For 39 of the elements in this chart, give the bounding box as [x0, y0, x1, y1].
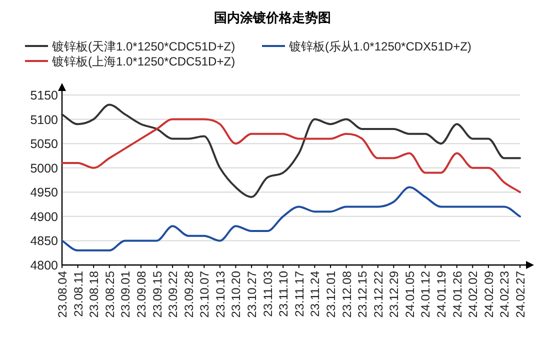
x-tick-label: 24.02.23	[498, 270, 512, 318]
x-tick-label: 24.01.05	[402, 270, 417, 318]
y-tick-label: 4950	[30, 186, 58, 200]
x-tick-label: 24.01.12	[418, 270, 433, 318]
x-tick-label: 23.10.27	[245, 270, 260, 318]
x-tick-label: 23.11.24	[308, 270, 322, 317]
y-tick-label: 4800	[30, 258, 58, 272]
x-tick-label: 23.08.25	[102, 270, 117, 318]
x-tick-label: 23.09.08	[134, 270, 148, 318]
x-tick-label: 24.01.19	[434, 270, 449, 318]
x-tick-label: 23.08.11	[71, 270, 86, 317]
x-tick-label: 23.12.15	[356, 270, 370, 318]
x-tick-label: 23.12.01	[324, 270, 338, 318]
y-tick-label: 5050	[30, 137, 58, 152]
x-tick-label: 23.09.15	[150, 270, 164, 318]
x-tick-label: 23.12.08	[340, 270, 354, 318]
x-tick-label: 23.10.13	[213, 270, 228, 318]
y-tick-label: 5150	[30, 88, 58, 102]
x-tick-label: 24.02.27	[514, 270, 528, 318]
x-tick-label: 24.02.02	[466, 270, 480, 318]
x-tick-label: 23.09.01	[118, 270, 133, 318]
x-tick-label: 23.10.20	[229, 270, 244, 318]
x-tick-label: 23.08.18	[87, 270, 102, 318]
chart-title: 国内涂镀价格走势图	[214, 10, 331, 25]
x-tick-label: 23.11.03	[260, 270, 275, 317]
x-tick-label: 24.02.09	[482, 270, 496, 318]
x-tick-label: 23.12.22	[371, 270, 386, 318]
x-tick-label: 23.09.28	[182, 270, 196, 318]
x-tick-label: 23.11.10	[276, 270, 291, 317]
x-tick-label: 24.01.26	[450, 270, 464, 318]
x-tick-label: 23.09.22	[166, 270, 180, 318]
x-tick-label: 23.10.07	[198, 270, 212, 318]
y-tick-label: 5100	[30, 112, 58, 127]
x-tick-label: 23.08.04	[56, 270, 70, 318]
x-tick-label: 23.12.29	[387, 270, 402, 318]
x-tick-label: 23.11.17	[292, 270, 306, 317]
y-tick-label: 4900	[30, 210, 58, 224]
y-tick-label: 5000	[30, 161, 58, 176]
y-tick-label: 4850	[30, 234, 58, 248]
